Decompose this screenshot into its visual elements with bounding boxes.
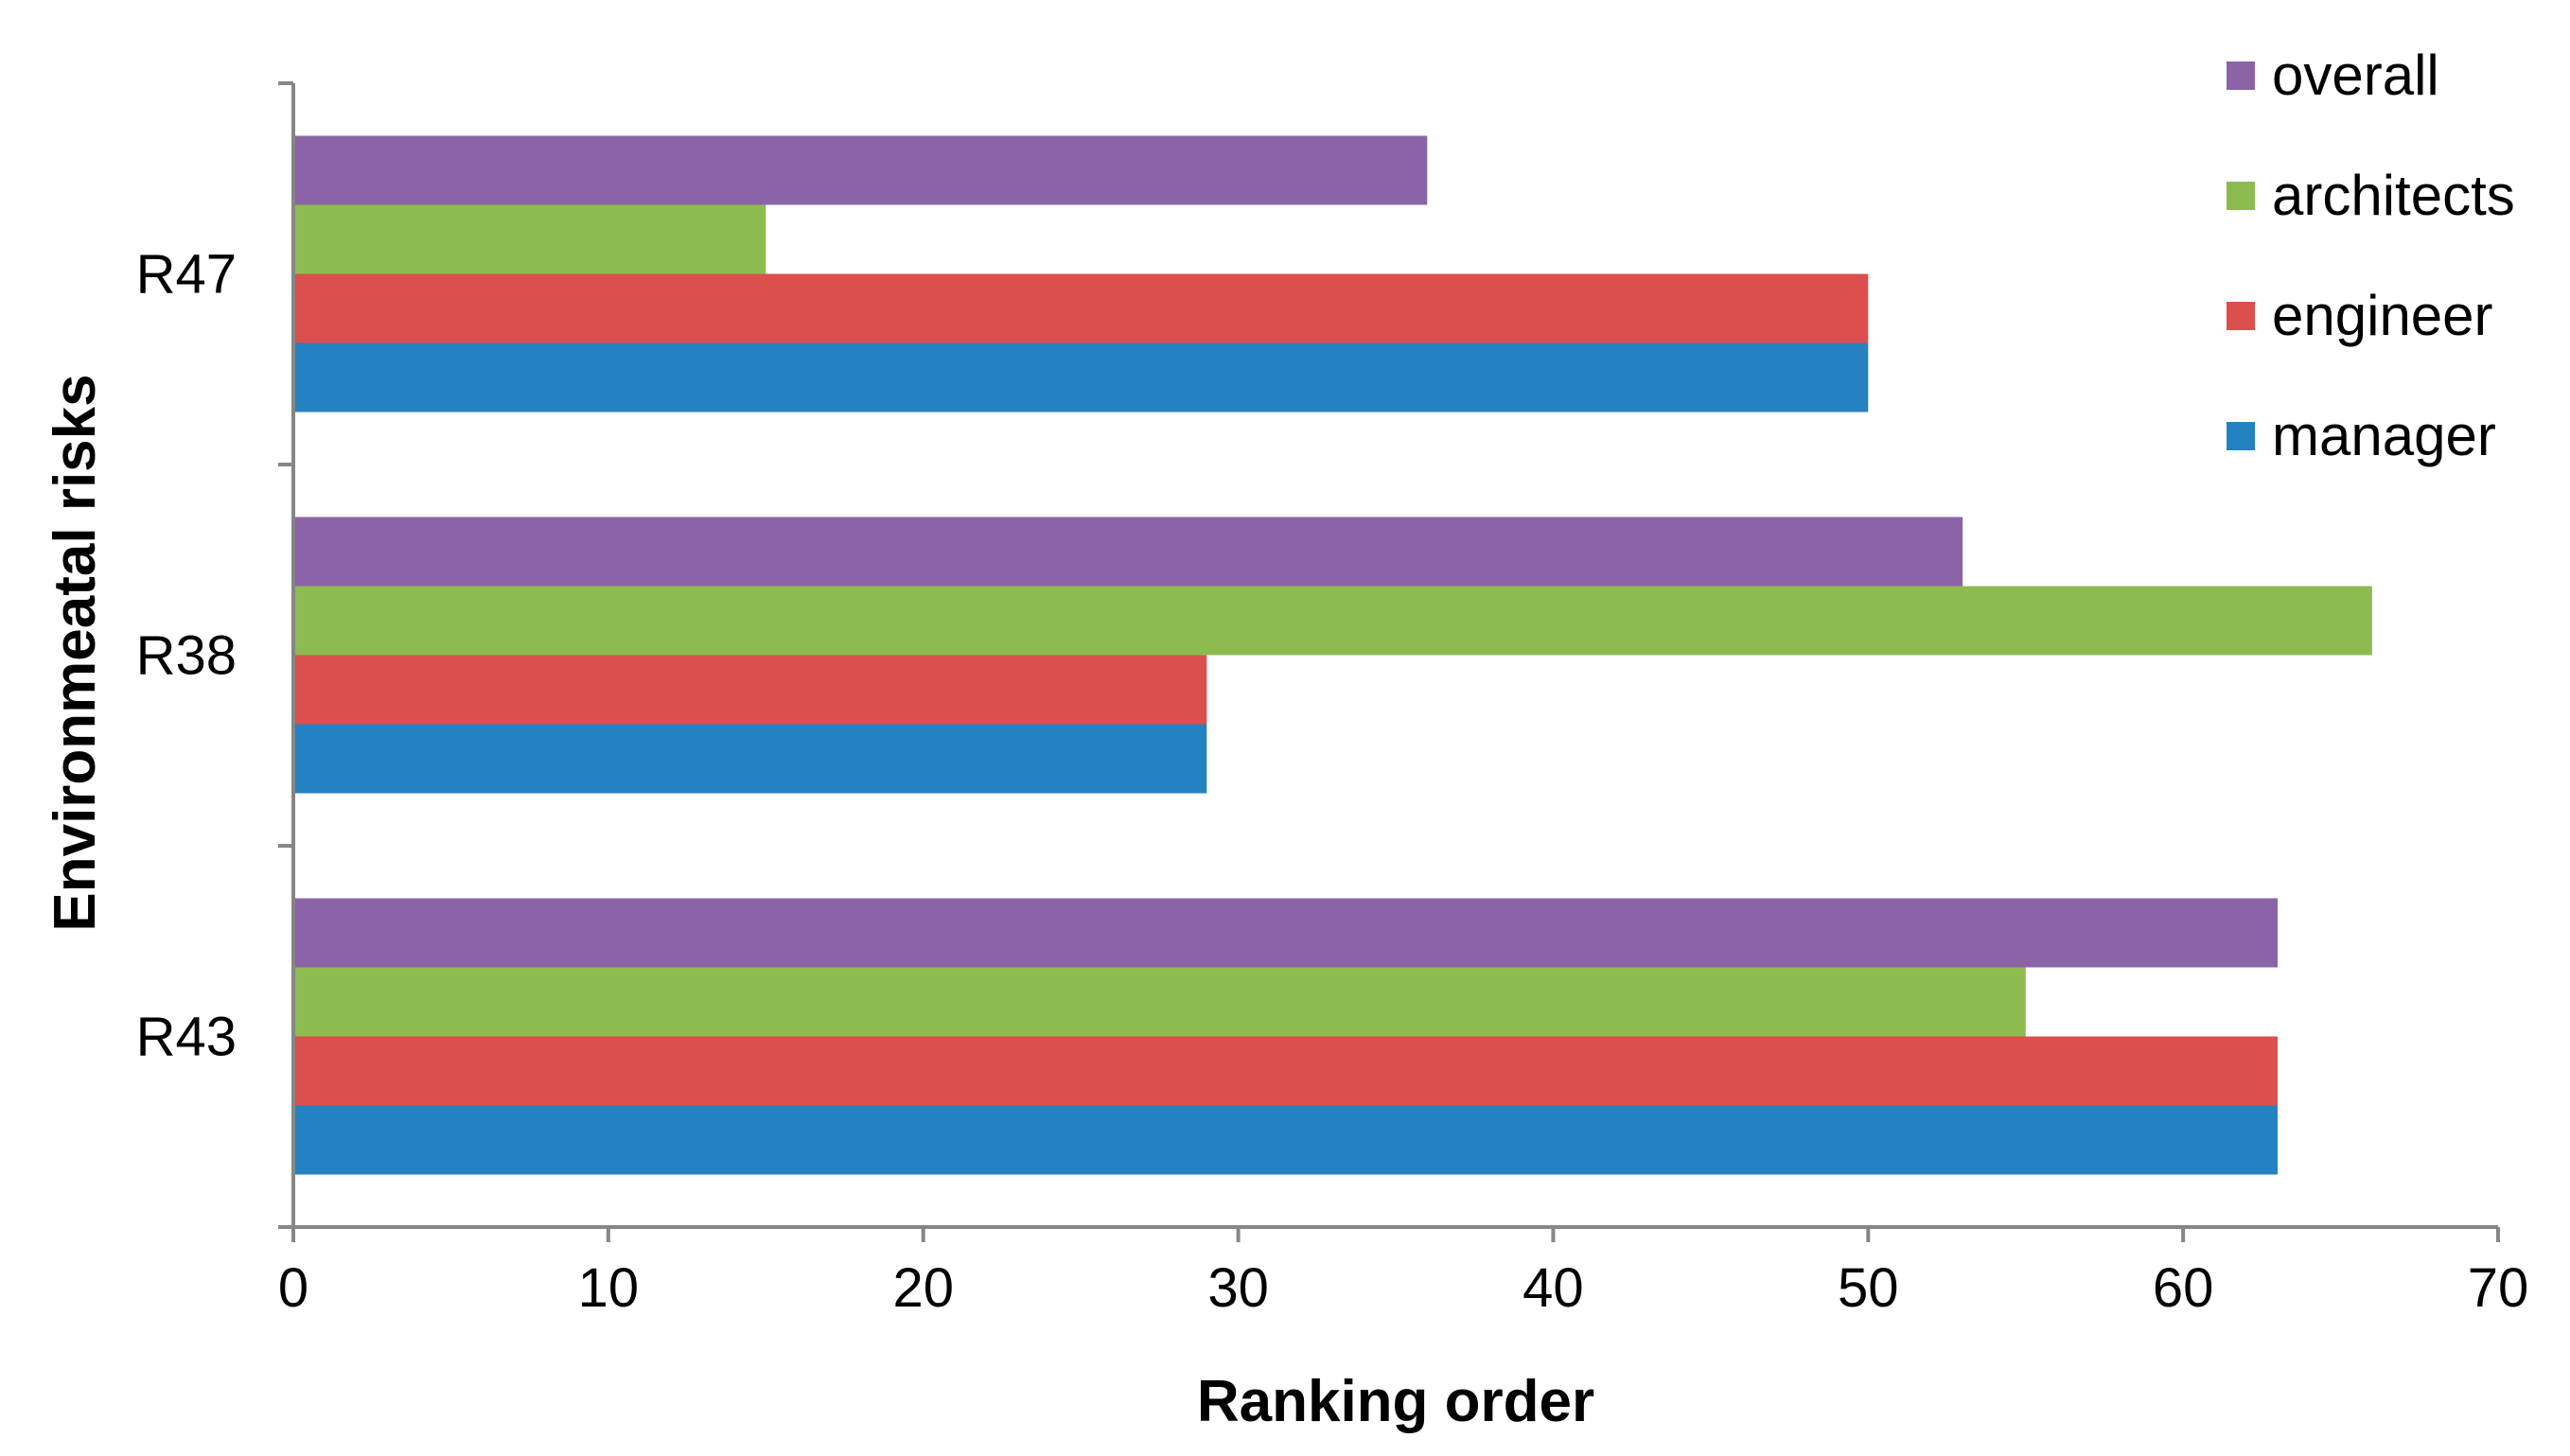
x-tick-label: 20 xyxy=(892,1257,954,1319)
axes-layer xyxy=(278,81,2500,1242)
y-tick-label: R38 xyxy=(136,625,237,687)
bar-overall-R43 xyxy=(293,898,2278,968)
bar-overall-R47 xyxy=(293,135,1428,205)
bar-engineer-R43 xyxy=(293,1036,2278,1106)
x-tick-label: 30 xyxy=(1207,1257,1269,1319)
legend-swatch-manager xyxy=(2227,422,2255,450)
bar-manager-R38 xyxy=(293,724,1207,794)
bar-engineer-R47 xyxy=(293,273,1869,343)
y-tick-label: R43 xyxy=(136,1007,237,1068)
bar-manager-R47 xyxy=(293,342,1869,412)
legend-label-engineer: engineer xyxy=(2272,284,2493,347)
y-axis-title: Environmeatal risks xyxy=(43,374,108,931)
bar-overall-R38 xyxy=(293,517,1963,587)
bar-architects-R38 xyxy=(293,586,2372,656)
x-tick-label: 70 xyxy=(2468,1257,2529,1319)
x-tick-label: 10 xyxy=(578,1257,640,1319)
legend-swatch-engineer xyxy=(2227,302,2255,330)
legend: overall architects engineer manager xyxy=(2227,44,2515,467)
bar-architects-R47 xyxy=(293,204,766,274)
x-tick-label: 60 xyxy=(2153,1257,2214,1319)
legend-label-overall: overall xyxy=(2272,44,2439,107)
legend-label-architects: architects xyxy=(2272,164,2515,227)
legend-swatch-architects xyxy=(2227,182,2255,210)
bar-manager-R43 xyxy=(293,1105,2278,1175)
x-tick-label: 0 xyxy=(278,1257,308,1319)
labels-layer: R47 R38 R43 0 10 20 30 40 50 60 70 xyxy=(136,244,2529,1320)
bars-layer xyxy=(293,135,2372,1175)
x-axis-title: Ranking order xyxy=(1197,1369,1594,1434)
bar-architects-R43 xyxy=(293,967,2026,1037)
x-tick-label: 40 xyxy=(1523,1257,1584,1319)
legend-swatch-overall xyxy=(2227,61,2255,90)
y-tick-label: R47 xyxy=(136,244,237,306)
x-tick-label: 50 xyxy=(1838,1257,1899,1319)
legend-label-manager: manager xyxy=(2272,404,2496,467)
bar-engineer-R38 xyxy=(293,655,1207,725)
